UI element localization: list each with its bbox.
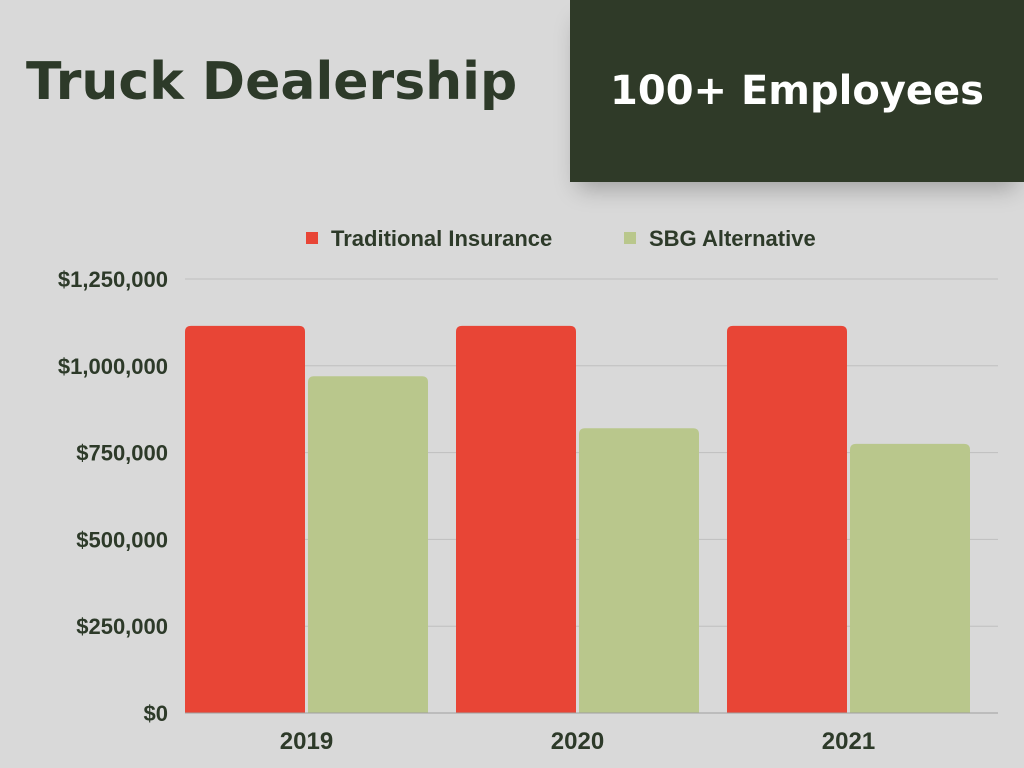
legend-label: SBG Alternative [649, 226, 816, 251]
legend-swatch [624, 232, 636, 244]
badge-label: 100+ Employees [610, 68, 984, 114]
employee-count-badge: 100+ Employees [570, 0, 1024, 182]
bar-sbg-alternative-2019 [308, 376, 428, 713]
y-tick-label: $750,000 [76, 441, 168, 466]
bar-sbg-alternative-2020 [579, 428, 699, 713]
bar-sbg-alternative-2021 [850, 443, 970, 713]
bar-traditional-insurance-2019 [185, 325, 305, 713]
y-tick-label: $500,000 [76, 527, 168, 552]
x-tick-label: 2021 [822, 728, 875, 755]
x-tick-label: 2020 [551, 728, 604, 755]
chart-title: Truck Dealership [26, 52, 518, 112]
bar-traditional-insurance-2021 [727, 325, 847, 713]
legend-swatch [306, 232, 318, 244]
bar-traditional-insurance-2020 [456, 325, 576, 713]
y-tick-label: $0 [144, 701, 168, 726]
y-tick-label: $250,000 [76, 614, 168, 639]
y-tick-label: $1,250,000 [58, 267, 168, 292]
legend-label: Traditional Insurance [331, 226, 552, 251]
x-tick-label: 2019 [280, 728, 333, 755]
y-tick-label: $1,000,000 [58, 354, 168, 379]
